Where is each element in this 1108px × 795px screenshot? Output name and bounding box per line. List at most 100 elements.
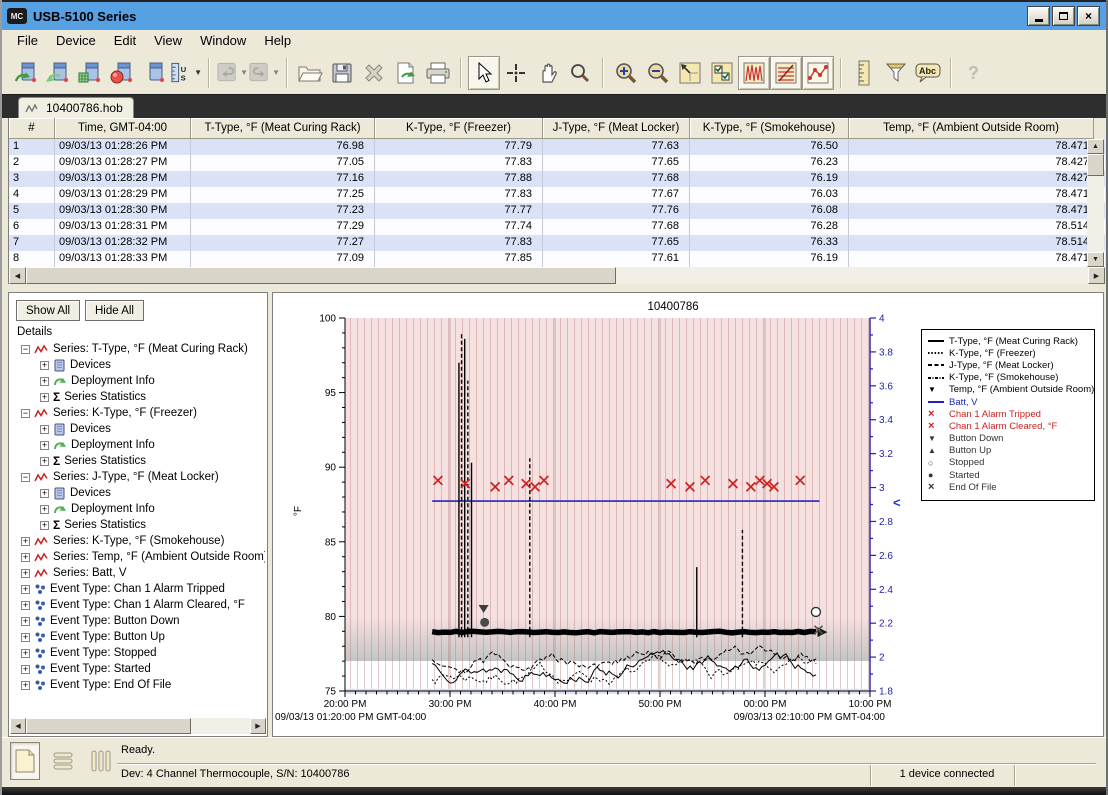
table-row[interactable]: 8 09/03/13 01:28:33 PM 77.09 77.85 77.61 76.1… <box>9 251 1105 267</box>
expand-box[interactable]: + <box>21 599 30 610</box>
tree-item[interactable]: + Event Type: Started <box>11 661 265 677</box>
filter-series-button[interactable] <box>880 56 912 90</box>
tree-item[interactable]: − Series: J-Type, °F (Meat Locker) <box>11 469 265 485</box>
zoom-out-button[interactable] <box>642 56 674 90</box>
table-horizontal-scrollbar[interactable]: ◀ ▶ <box>9 267 1105 284</box>
menu-device[interactable]: Device <box>55 32 96 48</box>
tree-item[interactable]: + Devices <box>11 485 265 501</box>
expand-box[interactable]: + <box>40 519 49 530</box>
plot-view-toggle[interactable] <box>10 742 40 780</box>
close-button[interactable]: × <box>1077 6 1100 26</box>
stop-device-button[interactable] <box>106 56 138 90</box>
pan-tool-button[interactable] <box>532 56 564 90</box>
tree-item[interactable]: + Series: Batt, V <box>11 565 265 581</box>
tree-item[interactable]: + Series: Temp, °F (Ambient Outside Room) <box>11 549 265 565</box>
expand-box[interactable]: + <box>21 679 30 690</box>
redo-button[interactable]: ▼ <box>248 56 280 90</box>
expand-box[interactable]: + <box>21 647 30 658</box>
export-data-button[interactable] <box>390 56 422 90</box>
table-row[interactable]: 6 09/03/13 01:28:31 PM 77.29 77.74 77.68 76.2… <box>9 219 1105 235</box>
list-view-toggle[interactable] <box>48 742 78 780</box>
tree-item[interactable]: + Deployment Info <box>11 373 265 389</box>
tree-item[interactable]: + Deployment Info <box>11 437 265 453</box>
launch-device-button[interactable] <box>10 56 42 90</box>
hide-all-button[interactable]: Hide All <box>85 300 144 321</box>
plot-area[interactable]: 75 80 85 90 95 100 °F 20:00 PM 30:00 PM 40:00 PM 5… <box>273 293 1103 736</box>
tree-item[interactable]: + Σ Series Statistics <box>11 453 265 469</box>
close-file-button[interactable] <box>358 56 390 90</box>
legend-toggle-button[interactable] <box>848 56 880 90</box>
tree-item[interactable]: + Devices <box>11 421 265 437</box>
tree-item[interactable]: + Event Type: Button Down <box>11 613 265 629</box>
scroll-right-arrow[interactable]: ▶ <box>250 718 266 734</box>
readout-device-button[interactable] <box>42 56 74 90</box>
tree-item[interactable]: + Event Type: Button Up <box>11 629 265 645</box>
expand-box[interactable]: + <box>21 631 30 642</box>
table-body[interactable]: 1 09/03/13 01:28:26 PM 76.98 77.79 77.63 76.5… <box>9 139 1105 267</box>
tree-item[interactable]: + Series: K-Type, °F (Smokehouse) <box>11 533 265 549</box>
column-header[interactable]: # <box>9 118 55 139</box>
column-header[interactable]: J-Type, °F (Meat Locker) <box>543 118 690 139</box>
zoom-tool-button[interactable] <box>564 56 596 90</box>
tree-item[interactable]: − Series: T-Type, °F (Meat Curing Rack) <box>11 341 265 357</box>
expand-box[interactable]: + <box>40 423 49 434</box>
menu-file[interactable]: File <box>17 32 38 48</box>
pointer-tool-button[interactable] <box>468 55 500 90</box>
tree-item[interactable]: + Σ Series Statistics <box>11 517 265 533</box>
table-row[interactable]: 1 09/03/13 01:28:26 PM 76.98 77.79 77.63 76.5… <box>9 139 1105 155</box>
select-series-button[interactable] <box>706 56 738 90</box>
title-bar[interactable]: MC USB-5100 Series × <box>2 0 1106 30</box>
columns-view-toggle[interactable] <box>86 742 116 780</box>
tree-horizontal-scrollbar[interactable]: ◀ ▶ <box>10 718 266 735</box>
chart-style-points-button[interactable] <box>802 55 834 90</box>
units-us-button[interactable]: U S ▼ <box>170 56 202 90</box>
crosshair-tool-button[interactable] <box>500 56 532 90</box>
expand-box[interactable]: + <box>40 375 49 386</box>
tree-item[interactable]: + Devices <box>11 357 265 373</box>
expand-box[interactable]: + <box>21 567 30 578</box>
scroll-left-arrow[interactable]: ◀ <box>9 267 26 284</box>
expand-box[interactable]: + <box>21 551 30 562</box>
table-row[interactable]: 3 09/03/13 01:28:28 PM 77.16 77.88 77.68 76.1… <box>9 171 1105 187</box>
collapse-box[interactable]: − <box>21 407 30 418</box>
expand-box[interactable]: + <box>40 391 49 402</box>
table-row[interactable]: 2 09/03/13 01:28:27 PM 77.05 77.83 77.65 76.2… <box>9 155 1105 171</box>
collapse-box[interactable]: − <box>21 471 30 482</box>
tree-item[interactable]: + Deployment Info <box>11 501 265 517</box>
table-row[interactable]: 4 09/03/13 01:28:29 PM 77.25 77.83 77.67 76.0… <box>9 187 1105 203</box>
show-all-button[interactable]: Show All <box>16 300 81 321</box>
table-vertical-scrollbar[interactable]: ▲ ▼ <box>1087 139 1104 267</box>
expand-box[interactable]: + <box>21 535 30 546</box>
minimize-button[interactable] <box>1027 6 1050 26</box>
scroll-thumb[interactable] <box>26 718 191 734</box>
column-header[interactable]: K-Type, °F (Freezer) <box>375 118 543 139</box>
column-header[interactable]: Time, GMT-04:00 <box>55 118 191 139</box>
expand-box[interactable]: + <box>40 487 49 498</box>
maximize-button[interactable] <box>1052 6 1075 26</box>
menu-edit[interactable]: Edit <box>113 32 137 48</box>
scale-axes-button[interactable] <box>674 56 706 90</box>
column-header[interactable]: K-Type, °F (Smokehouse) <box>690 118 849 139</box>
scroll-down-arrow[interactable]: ▼ <box>1087 252 1104 267</box>
device-status-button[interactable] <box>138 56 170 90</box>
expand-box[interactable]: + <box>21 583 30 594</box>
menu-view[interactable]: View <box>154 32 183 48</box>
collapse-box[interactable]: − <box>21 343 30 354</box>
scroll-thumb[interactable] <box>1087 154 1104 176</box>
undo-button[interactable]: ▼ <box>216 56 248 90</box>
annotate-abc-button[interactable]: Abc <box>912 56 944 90</box>
tab-10400786[interactable]: 10400786.hob <box>18 97 134 118</box>
column-header[interactable]: T-Type, °F (Meat Curing Rack) <box>191 118 375 139</box>
column-header[interactable]: Temp, °F (Ambient Outside Room) <box>849 118 1094 139</box>
table-row[interactable]: 5 09/03/13 01:28:30 PM 77.23 77.77 77.76 76.0… <box>9 203 1105 219</box>
open-file-button[interactable] <box>294 56 326 90</box>
print-button[interactable] <box>422 56 454 90</box>
expand-box[interactable]: + <box>40 455 49 466</box>
expand-box[interactable]: + <box>40 439 49 450</box>
save-file-button[interactable] <box>326 56 358 90</box>
help-button[interactable]: ? <box>958 56 990 90</box>
scroll-thumb[interactable] <box>26 267 616 284</box>
scroll-left-arrow[interactable]: ◀ <box>10 718 26 734</box>
scroll-up-arrow[interactable]: ▲ <box>1087 139 1104 154</box>
expand-box[interactable]: + <box>21 615 30 626</box>
